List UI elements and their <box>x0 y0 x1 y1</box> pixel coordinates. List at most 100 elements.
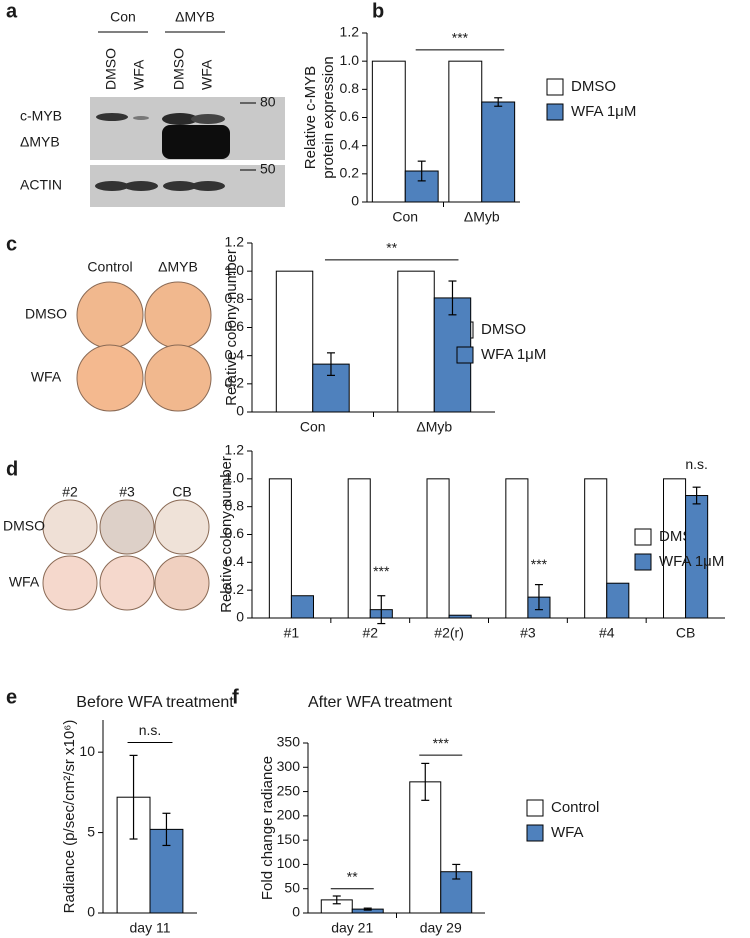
y-tick-label: 0 <box>292 904 300 920</box>
plate-row: DMSO <box>25 306 67 322</box>
legend-swatch <box>634 553 652 571</box>
group-label: ΔMYB <box>175 9 215 25</box>
y-tick-label: 150 <box>277 831 301 847</box>
y-axis-label: Relative colony number <box>218 456 235 613</box>
significance-label: ** <box>347 868 358 884</box>
plate <box>99 555 155 611</box>
legend-swatch <box>546 78 564 96</box>
error-bar <box>534 583 543 611</box>
y-tick-label: 0 <box>351 193 359 209</box>
y-tick-label: 0.8 <box>225 497 245 513</box>
bar <box>426 478 450 619</box>
error-bar <box>417 160 426 182</box>
y-tick-label: 0.6 <box>225 525 245 541</box>
lane-label: WFA <box>131 59 147 90</box>
y-tick-label: 0.8 <box>225 290 245 306</box>
panel-label: e <box>6 686 17 708</box>
plate-row: WFA <box>31 369 62 385</box>
x-tick-label: Con <box>392 209 418 225</box>
x-tick-label: #1 <box>284 625 300 641</box>
y-tick-label: 1.0 <box>225 470 245 486</box>
lane-label: DMSO <box>103 48 119 90</box>
significance-label: *** <box>373 563 390 579</box>
y-tick-label: 0.6 <box>340 108 360 124</box>
band <box>124 181 158 191</box>
bar <box>584 478 608 619</box>
bar <box>268 478 292 619</box>
band <box>96 113 128 121</box>
error-bar <box>421 762 430 801</box>
band <box>191 181 225 191</box>
bar <box>371 60 406 203</box>
bar <box>409 781 442 914</box>
panel-label: c <box>6 233 17 255</box>
x-tick-label: CB <box>676 625 695 641</box>
y-axis-label: Relative c-MYB <box>302 66 319 169</box>
error-bar <box>692 486 701 505</box>
significance-label: n.s. <box>685 456 708 472</box>
bar <box>663 478 687 619</box>
legend-label: DMSO <box>571 78 616 95</box>
plate <box>154 499 210 555</box>
x-tick-label: day 29 <box>420 920 462 936</box>
plate <box>42 555 98 611</box>
y-tick-label: 5 <box>87 823 95 839</box>
legend-label: DMSO <box>481 321 526 338</box>
significance-label: *** <box>452 30 469 46</box>
x-tick-label: #3 <box>520 625 536 641</box>
band <box>95 181 129 191</box>
error-bar <box>448 280 457 316</box>
band <box>191 114 225 124</box>
panel-label: d <box>6 458 18 480</box>
legend-label: WFA <box>551 824 584 841</box>
chart-title: After WFA treatment <box>308 694 453 711</box>
x-tick-label: ΔMyb <box>464 209 500 225</box>
bar <box>397 270 435 413</box>
panel-label: b <box>372 0 384 22</box>
y-tick-label: 10 <box>79 743 95 759</box>
bar <box>448 614 472 619</box>
error-bar <box>332 895 341 905</box>
band <box>163 181 197 191</box>
y-tick-label: 0.2 <box>340 165 360 181</box>
y-tick-label: 1.0 <box>225 262 245 278</box>
error-bar <box>363 907 372 911</box>
y-tick-label: 200 <box>277 807 301 823</box>
band-label: ACTIN <box>20 177 62 193</box>
x-tick-label: day 11 <box>130 920 171 936</box>
plate <box>99 499 155 555</box>
chart-title: Before WFA treatment <box>76 694 234 711</box>
plate-row: DMSO <box>3 518 45 534</box>
significance-label: ** <box>386 240 397 256</box>
bar <box>481 101 516 203</box>
legend-label: WFA 1μM <box>481 346 546 363</box>
band <box>162 113 198 125</box>
plate <box>144 344 212 412</box>
significance-label: n.s. <box>139 722 162 738</box>
x-tick-label: #2 <box>362 625 378 641</box>
significance-label: *** <box>433 735 450 751</box>
legend-label: Control <box>551 799 599 816</box>
y-tick-label: 0.2 <box>225 581 245 597</box>
marker-label: 80 <box>260 94 276 110</box>
y-tick-label: 1.0 <box>340 52 360 68</box>
bar <box>290 595 314 619</box>
plate <box>42 499 98 555</box>
x-tick-label: #2(r) <box>434 625 464 641</box>
significance-label: *** <box>531 556 548 572</box>
y-tick-label: 350 <box>277 734 301 750</box>
plate-column: #3 <box>119 484 135 500</box>
error-bar <box>129 754 138 840</box>
bar <box>347 478 371 619</box>
y-tick-label: 50 <box>284 879 300 895</box>
plate-column: Control <box>87 259 132 275</box>
legend-swatch <box>634 528 652 546</box>
group-label: Con <box>110 9 136 25</box>
error-bar <box>377 595 386 625</box>
y-tick-label: 100 <box>277 855 301 871</box>
y-tick-label: 0.6 <box>225 318 245 334</box>
x-tick-label: ΔMyb <box>416 419 452 435</box>
y-axis-label: Fold change radiance <box>259 756 276 900</box>
y-tick-label: 0.4 <box>340 136 360 152</box>
error-bar <box>162 812 171 847</box>
